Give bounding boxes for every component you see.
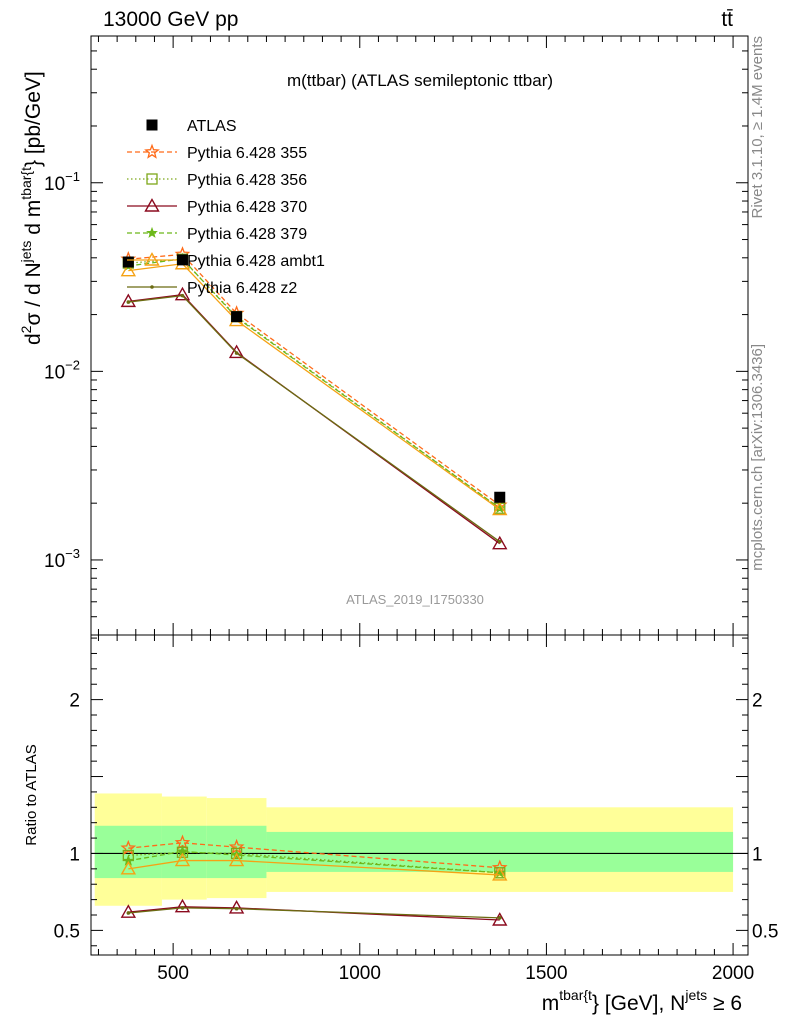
ratio-y-tick-label: 0.5 [54, 921, 80, 942]
data-point [122, 256, 134, 268]
x-tick-label: 1000 [339, 963, 381, 984]
series-marker [492, 535, 508, 550]
x-tick-label: 500 [157, 963, 189, 984]
ratio-series-marker [174, 898, 191, 913]
series-marker [120, 293, 137, 308]
x-tick-label: 1500 [525, 963, 567, 984]
legend-marker [144, 252, 160, 266]
ratio-y-tick-label-right: 2 [752, 691, 763, 712]
axes: 500 1000 1500 2000 10−1 10−2 10−3 0.5 0.5 1 1 2 2 [44, 36, 778, 984]
x-axis-title: mtbar{t} [GeV], Njets ≥ 6 [542, 987, 742, 1015]
ratio-series-marker [228, 852, 245, 867]
analysis-id: ATLAS_2019_I1750330 [346, 592, 484, 607]
ratio-series-marker [492, 912, 508, 926]
series-marker [126, 300, 131, 304]
series-marker [492, 501, 508, 516]
data-point [231, 311, 243, 323]
rivet-label: Rivet 3.1.10, ≥ 1.4M events [749, 36, 766, 219]
series-line [128, 263, 501, 511]
series-marker [120, 262, 137, 277]
ratio-y-tick-label-right: 0.5 [752, 921, 778, 942]
ratio-series-marker [120, 860, 137, 875]
ratio-series-line [128, 850, 500, 874]
main-series [120, 246, 508, 550]
y-tick-label: 10−2 [44, 357, 80, 383]
legend-label: Pythia 6.428 370 [187, 199, 307, 216]
ratio-series-marker [126, 911, 131, 915]
ratio-y-tick-label: 1 [69, 844, 80, 865]
energy-label: 13000 GeV pp [103, 8, 238, 31]
series-marker [228, 344, 245, 359]
legend-label: Pythia 6.428 379 [187, 226, 307, 243]
legend-marker [146, 173, 158, 185]
ratio-series-line [128, 906, 500, 921]
ratio-band-inner [94, 825, 162, 879]
legend-marker [144, 143, 160, 159]
ratio-panel-frame [90, 634, 749, 956]
y-tick-label: 10−1 [44, 169, 80, 195]
legend-marker [150, 285, 154, 289]
ratio-uncertainty-bands [91, 793, 748, 906]
series-marker [174, 286, 191, 301]
ratio-series-line [128, 859, 500, 876]
ratio-series-marker [174, 852, 191, 867]
ratio-series-marker [497, 916, 502, 920]
ratio-series-marker [180, 906, 185, 910]
series-marker [234, 351, 239, 355]
ratio-series-marker [492, 867, 508, 881]
ratio-series-marker [120, 904, 137, 918]
ratio-y-tick-label: 2 [69, 691, 80, 712]
ratio-series-line [128, 907, 500, 919]
series-marker [497, 539, 502, 544]
ratio-series-marker [228, 899, 245, 914]
legend-marker [146, 226, 158, 238]
data-point [176, 254, 188, 266]
legend-label: Pythia 6.428 356 [187, 172, 307, 189]
ratio-series-line [128, 842, 500, 869]
data-point [494, 491, 506, 503]
ratio-series-marker [234, 906, 239, 911]
y-tick-label: 10−3 [44, 546, 80, 572]
x-tick-label: 2000 [712, 963, 754, 984]
mcplots-label: mcplots.cern.ch [arXiv:1306.3436] [749, 344, 766, 571]
ratio-band-inner [266, 831, 734, 872]
ratio-series-marker [493, 866, 506, 878]
series-line [128, 294, 501, 543]
series-marker [180, 293, 185, 298]
ratio-y-axis-title: Ratio to ATLAS [23, 744, 40, 845]
series-line [128, 258, 501, 509]
ratio-series [120, 834, 508, 926]
legend-label: Pythia 6.428 ambt1 [187, 253, 325, 270]
ratio-y-tick-label-right: 1 [752, 844, 763, 865]
legend: ATLAS Pythia 6.428 355 Pythia 6.428 356 Pyt… [127, 118, 325, 297]
series-line [128, 293, 501, 545]
legend-label: Pythia 6.428 355 [187, 145, 307, 162]
legend-label: Pythia 6.428 z2 [187, 280, 297, 297]
process-label: tt̄ [721, 8, 733, 31]
chart-title: m(ttbar) (ATLAS semileptonic ttbar) [287, 71, 553, 90]
series-line [128, 253, 501, 506]
y-axis-title: d2σ / d Njets d mtbar{t} [pb/GeV] [18, 71, 45, 345]
legend-marker [144, 198, 160, 212]
legend-marker [146, 119, 158, 131]
legend-label: ATLAS [187, 118, 237, 135]
